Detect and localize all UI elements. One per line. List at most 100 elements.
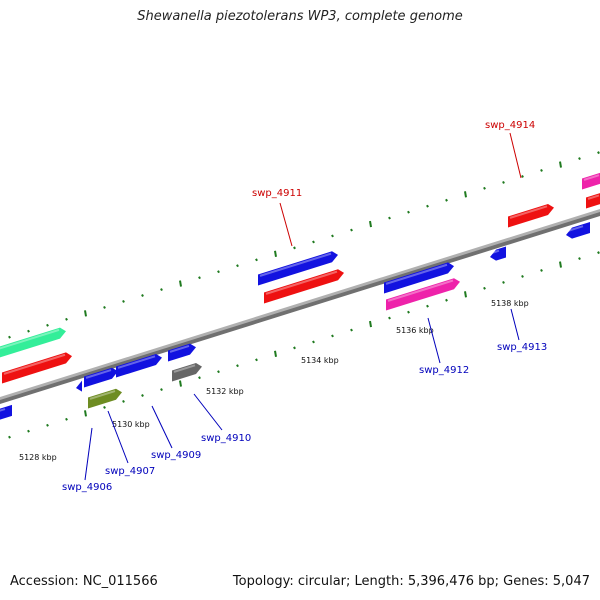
gene-swp-4914[interactable] [508, 204, 554, 228]
upper-track-minor-tick [198, 276, 201, 280]
leader-swp-4907 [107, 410, 129, 464]
lower-track-minor-tick [388, 316, 391, 320]
tick-label-5134: 5134 kbp [301, 356, 339, 365]
leader-swp-4911 [279, 202, 293, 247]
upper-track-minor-tick [103, 305, 106, 309]
gene-label-swp-4912[interactable]: swp_4912 [419, 365, 469, 376]
lower-track-minor-tick [445, 298, 448, 302]
lower-track-minor-tick [350, 328, 353, 332]
gene-red-far-right-highlight [587, 194, 600, 200]
leader-swp-4910 [193, 393, 223, 431]
upper-track-minor-tick [388, 216, 391, 220]
upper-track-major-tick [559, 161, 562, 168]
upper-track-minor-tick [502, 180, 505, 184]
gene-blue-tiny[interactable] [76, 380, 82, 392]
gene-blue-mid[interactable] [258, 251, 338, 286]
upper-track-minor-tick [217, 270, 220, 274]
lower-track-major-tick [274, 350, 277, 357]
genome-backbone [0, 209, 600, 404]
lower-track-minor-tick [521, 274, 524, 278]
gene-label-swp-4910[interactable]: swp_4910 [201, 433, 251, 444]
upper-track-minor-tick [65, 317, 68, 321]
gene-swp-4906[interactable] [84, 367, 118, 388]
leader-swp-4914 [509, 132, 522, 179]
lower-track-minor-tick [217, 370, 220, 374]
gene-blue-tiny-highlight [74, 382, 79, 386]
gene-blue-right[interactable] [384, 262, 454, 294]
gene-label-swp-4911[interactable]: swp_4911 [252, 188, 302, 199]
gene-swp-4910[interactable] [172, 363, 202, 382]
lower-track-minor-tick [27, 429, 30, 433]
gene-swp-4913[interactable] [490, 246, 506, 261]
leader-swp-4913 [510, 308, 520, 341]
lower-track-minor-tick [540, 269, 543, 272]
gene-pink-far-right[interactable] [582, 172, 600, 190]
upper-track-minor-tick [160, 288, 163, 292]
gene-labels: swp_4911 swp_4914 swp_4906 swp_4907 swp_… [62, 120, 547, 493]
upper-track-minor-tick [122, 300, 125, 303]
upper-track-minor-tick [578, 157, 581, 161]
upper-track-minor-tick [312, 240, 315, 244]
lower-track-major-tick [84, 410, 87, 417]
leader-swp-4906 [84, 427, 93, 481]
gene-label-swp-4909[interactable]: swp_4909 [151, 450, 201, 461]
gene-features [0, 172, 600, 420]
gene-label-swp-4907[interactable]: swp_4907 [105, 466, 155, 477]
gene-blue-edge-highlight [0, 408, 6, 412]
lower-track-minor-tick [426, 304, 429, 308]
upper-track-major-tick [369, 220, 372, 228]
lower-track-minor-tick [46, 423, 49, 427]
upper-track-major-tick [84, 310, 87, 317]
gene-red-left-highlight [3, 353, 66, 375]
gene-leader-lines [84, 132, 522, 481]
tick-label-5128: 5128 kbp [19, 453, 57, 462]
upper-track-minor-tick [445, 198, 448, 202]
lower-track-minor-tick [293, 346, 296, 350]
gene-label-swp-4906[interactable]: swp_4906 [62, 482, 112, 493]
gene-swp-4911-highlight [265, 270, 338, 295]
upper-tick-track [8, 151, 600, 339]
upper-track-minor-tick [540, 169, 543, 172]
accession-text: Accession: NC_011566 [10, 574, 158, 589]
gene-swp-4906-highlight [85, 369, 112, 379]
gene-swp-4910-upper[interactable] [168, 343, 196, 362]
lower-track-minor-tick [407, 310, 410, 314]
lower-track-major-tick [464, 291, 467, 298]
upper-track-minor-tick [521, 174, 524, 178]
gene-label-swp-4913[interactable]: swp_4913 [497, 342, 547, 353]
upper-track-minor-tick [255, 258, 258, 262]
tick-label-5138: 5138 kbp [491, 299, 529, 308]
lower-track-minor-tick [236, 364, 239, 368]
gene-red-far-right[interactable] [586, 193, 600, 209]
gene-swp-4912-highlight [387, 279, 454, 302]
upper-track-minor-tick [46, 323, 49, 327]
lower-track-minor-tick [198, 376, 201, 380]
gene-blue-right-highlight [385, 263, 448, 285]
lower-track-minor-tick [597, 251, 600, 255]
lower-track-minor-tick [578, 257, 581, 261]
gene-green-left[interactable] [0, 327, 66, 361]
gene-blue-edge[interactable] [0, 404, 12, 420]
gene-swp-4907[interactable] [88, 388, 122, 409]
gene-swp-4909[interactable] [116, 354, 162, 378]
gene-swp-4912[interactable] [386, 278, 460, 311]
gene-swp-4914-highlight [509, 205, 548, 219]
gene-green-left-highlight [0, 328, 60, 350]
gene-red-left[interactable] [2, 352, 72, 384]
gene-swp-4907-highlight [89, 390, 116, 400]
tick-label-5136: 5136 kbp [396, 326, 434, 335]
gene-label-swp-4914[interactable]: swp_4914 [485, 120, 535, 131]
lower-track-minor-tick [160, 388, 163, 392]
lower-track-minor-tick [502, 280, 505, 284]
gene-swp-4910-highlight [173, 364, 196, 373]
gene-swp-4911[interactable] [264, 269, 344, 304]
gene-swp-4910-upper-highlight [169, 344, 190, 353]
gene-pink-far-right-highlight [583, 174, 600, 181]
gene-swp-4909-highlight [117, 355, 156, 369]
upper-track-minor-tick [293, 246, 296, 250]
gene-swp-4913-highlight [491, 249, 500, 254]
leader-swp-4909 [151, 405, 173, 449]
upper-track-minor-tick [27, 329, 30, 333]
gene-blue-far-right[interactable] [566, 222, 590, 239]
